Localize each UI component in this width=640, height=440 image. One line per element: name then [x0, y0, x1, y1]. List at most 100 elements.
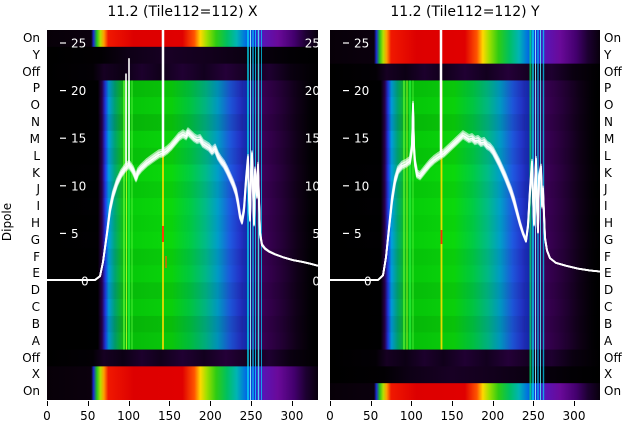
dipole-labels-left: On Y Off P O N M L K J I H G F E D C B A Off X On [0, 30, 40, 400]
dipole-row-label: K [604, 165, 612, 180]
heatmap-stripe [123, 80, 125, 350]
x-tick-label: 100 [399, 409, 423, 423]
heatmap-panel-y: 25 20 15 10 5 0 [330, 30, 600, 400]
dipole-row-label: N [31, 115, 40, 130]
overlay-tick-label: 0 [81, 275, 89, 289]
dipole-row-label: Off [22, 350, 40, 365]
heatmap-row [330, 164, 600, 182]
dipole-row-label: On [604, 31, 622, 45]
x-tick-label: 250 [521, 409, 545, 423]
heatmap-stripe [525, 80, 529, 350]
overlay-tick-label: 15 [354, 132, 369, 146]
overlay-tick-label: 20 [71, 84, 86, 98]
overlay-tick-label-right: 0 [312, 275, 318, 289]
x-tick-label: 300 [280, 409, 304, 423]
overlay-tick-label: 5 [354, 227, 362, 241]
x-tick-mark [330, 401, 331, 406]
x-tick-mark [128, 401, 130, 406]
heatmap-stripe [535, 30, 536, 400]
heatmap-row [47, 63, 318, 82]
x-tick-mark [87, 401, 89, 406]
overlay-tick-label-right: 5 [312, 227, 318, 241]
x-tick-mark [210, 401, 212, 406]
dipole-row-label: Y [32, 47, 40, 62]
overlay-tick-label-right: 10 [305, 179, 318, 193]
overlay-tick-label: 15 [71, 132, 86, 146]
heatmap-stripe [440, 80, 443, 350]
dipole-row-label: F [33, 249, 40, 264]
dipole-row-label: A [31, 333, 40, 348]
dipole-row-label: Off [604, 350, 622, 365]
dipole-row-label: G [30, 232, 40, 247]
dipole-row-label: X [604, 367, 613, 382]
dipole-row-label: I [604, 199, 608, 214]
x-tick-label: 200 [481, 409, 505, 423]
x-tick-mark [47, 401, 48, 406]
dipole-row-label: X [31, 367, 40, 382]
heatmap-panel-x: 25 25 20 20 15 15 10 10 5 5 0 0 [47, 30, 318, 400]
dipole-row-label: E [604, 266, 612, 281]
heatmap-stripe [409, 80, 411, 350]
heatmap-row [330, 231, 600, 250]
x-tick-mark [370, 401, 372, 406]
heatmap-row [47, 30, 318, 48]
overlay-tick-label: 25 [71, 37, 86, 51]
heatmap-stripe [403, 80, 405, 350]
dipole-row-label: I [36, 199, 40, 214]
overlay-tick-label: 10 [71, 179, 86, 193]
dipole-row-label: M [604, 131, 615, 146]
x-tick-mark [452, 401, 453, 406]
response-curve [330, 108, 600, 281]
dipole-row-label: C [31, 300, 40, 315]
dipole-row-label: A [604, 333, 613, 348]
dipole-row-label: J [36, 182, 40, 197]
heatmap-row [330, 63, 600, 82]
heatmap-stripe [243, 80, 247, 350]
heatmap-stripe [412, 80, 414, 350]
dipole-row-label: D [604, 283, 614, 298]
heatmap-row [330, 383, 600, 400]
overlay-tick-label: 25 [354, 37, 369, 51]
heatmap-row [330, 46, 600, 65]
x-tick-label: 0 [326, 409, 334, 423]
overlay-tick-label-right: 15 [305, 132, 318, 146]
x-tick-label: 100 [117, 409, 141, 423]
x-tick-label: 50 [80, 409, 96, 423]
x-tick-mark [251, 401, 253, 406]
dipole-row-label: H [604, 216, 614, 230]
dipole-row-label: B [31, 316, 40, 331]
heatmap-row [47, 366, 318, 384]
dipole-row-label: K [32, 165, 40, 180]
overlay-tick-label-right: 25 [305, 37, 318, 51]
panel-title-x: 11.2 (Tile112=112) X [107, 4, 258, 20]
heatmap-svg: 25 20 15 10 5 0 [330, 30, 600, 400]
dipole-row-label: N [604, 115, 613, 130]
heatmap-row [47, 349, 318, 367]
x-tick-mark [169, 401, 171, 406]
heatmap-row [47, 164, 318, 182]
dipole-row-label: B [604, 316, 613, 331]
dipole-row-label: P [604, 81, 612, 96]
heatmap-row [330, 366, 600, 384]
heatmap-stripe [165, 256, 167, 268]
dipole-row-label: D [30, 283, 40, 298]
x-tick-mark [411, 401, 413, 406]
heatmap-row [330, 349, 600, 367]
overlay-tick-label: 20 [354, 84, 369, 98]
heatmap-row [330, 198, 600, 216]
heatmap-stripe [162, 80, 164, 350]
dipole-row-label: Off [22, 64, 40, 79]
overlay-tick-label: 10 [354, 179, 369, 193]
heatmap-row [47, 231, 318, 250]
dipole-row-label: Off [604, 64, 622, 79]
heatmap-row [47, 383, 318, 400]
heatmap-stripe [529, 30, 532, 400]
dipole-labels-right: On Y Off P O N M L K J I H G F E D C B A Off X On [604, 30, 640, 400]
dipole-row-label: C [604, 300, 613, 315]
heatmap-stripe [255, 30, 256, 400]
dipole-row-label: P [32, 81, 40, 96]
heatmap-row [47, 46, 318, 65]
dipole-row-label: O [604, 98, 614, 113]
heatmap-stripe [128, 80, 130, 350]
